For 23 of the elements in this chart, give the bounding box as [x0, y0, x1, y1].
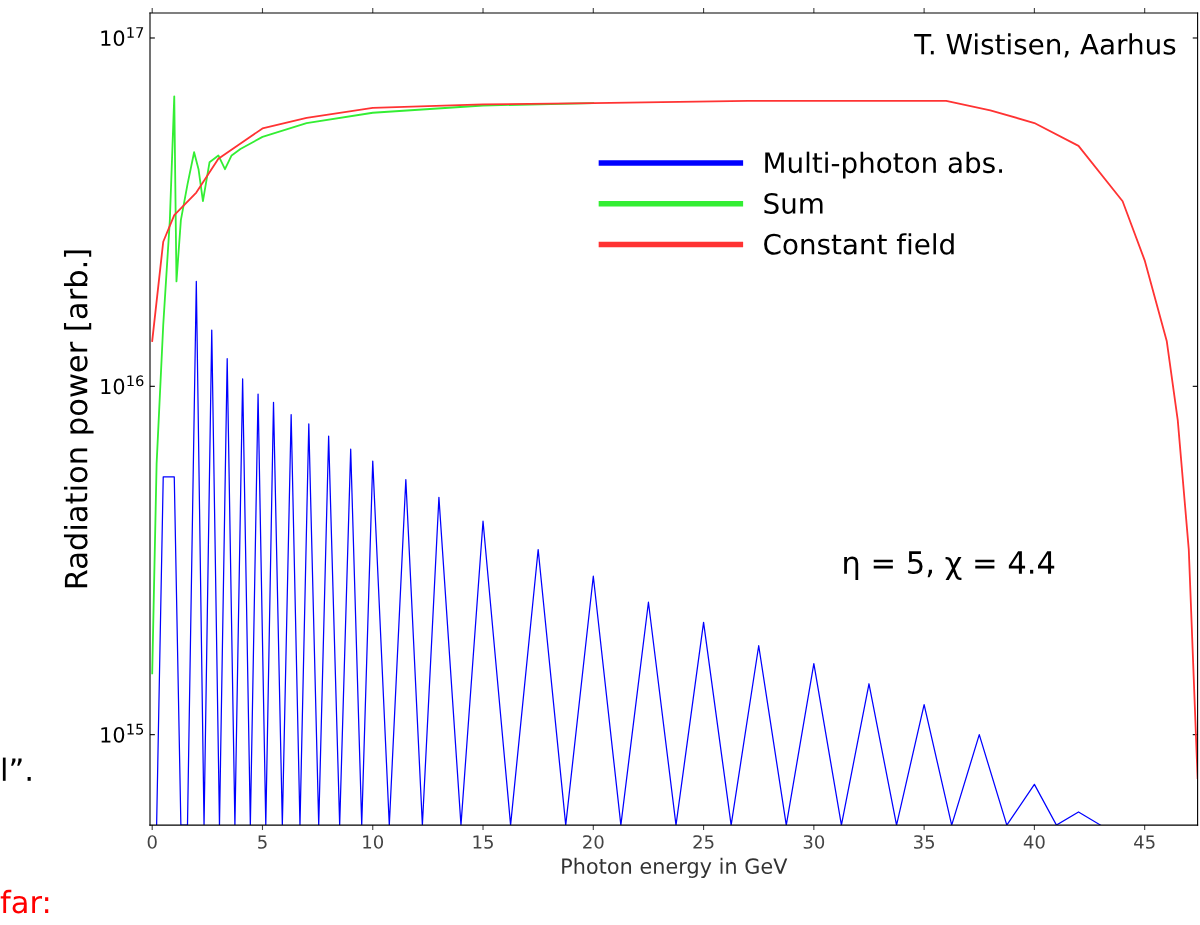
legend-label: Multi-photon abs.	[765, 151, 1002, 179]
x-tick-label: 0	[147, 835, 157, 849]
x-tick-label: 45	[1134, 835, 1155, 849]
y-tick-label: 10$^{15}$	[101, 723, 144, 743]
x-tick-label: 30	[803, 835, 825, 849]
legend-label: Sum	[764, 192, 823, 214]
legend-label: Constant field	[764, 233, 954, 255]
y-axis-title: Radiation power [arb.]	[63, 250, 94, 588]
x-tick-label: 5	[258, 835, 267, 849]
x-tick-label: 15	[473, 835, 493, 849]
x-tick-label: 10	[363, 835, 384, 849]
y-tick-label: 10$^{16}$	[101, 375, 144, 395]
x-tick-label: 25	[693, 835, 714, 849]
x-tick-label: 20	[583, 835, 604, 849]
x-axis-title: Photon energy in GeV	[562, 857, 788, 879]
annotation: η = 5, χ = 4.4	[844, 551, 1055, 580]
x-tick-label: 40	[1023, 835, 1045, 849]
text: far:	[0, 889, 49, 914]
x-tick-label: 35	[914, 835, 935, 849]
y-tick-label: 10$^{17}$	[101, 27, 144, 47]
text: l”.	[2, 757, 31, 781]
annotation: T. Wistisen, Aarhus	[914, 33, 1176, 58]
line-series	[155, 280, 1102, 826]
